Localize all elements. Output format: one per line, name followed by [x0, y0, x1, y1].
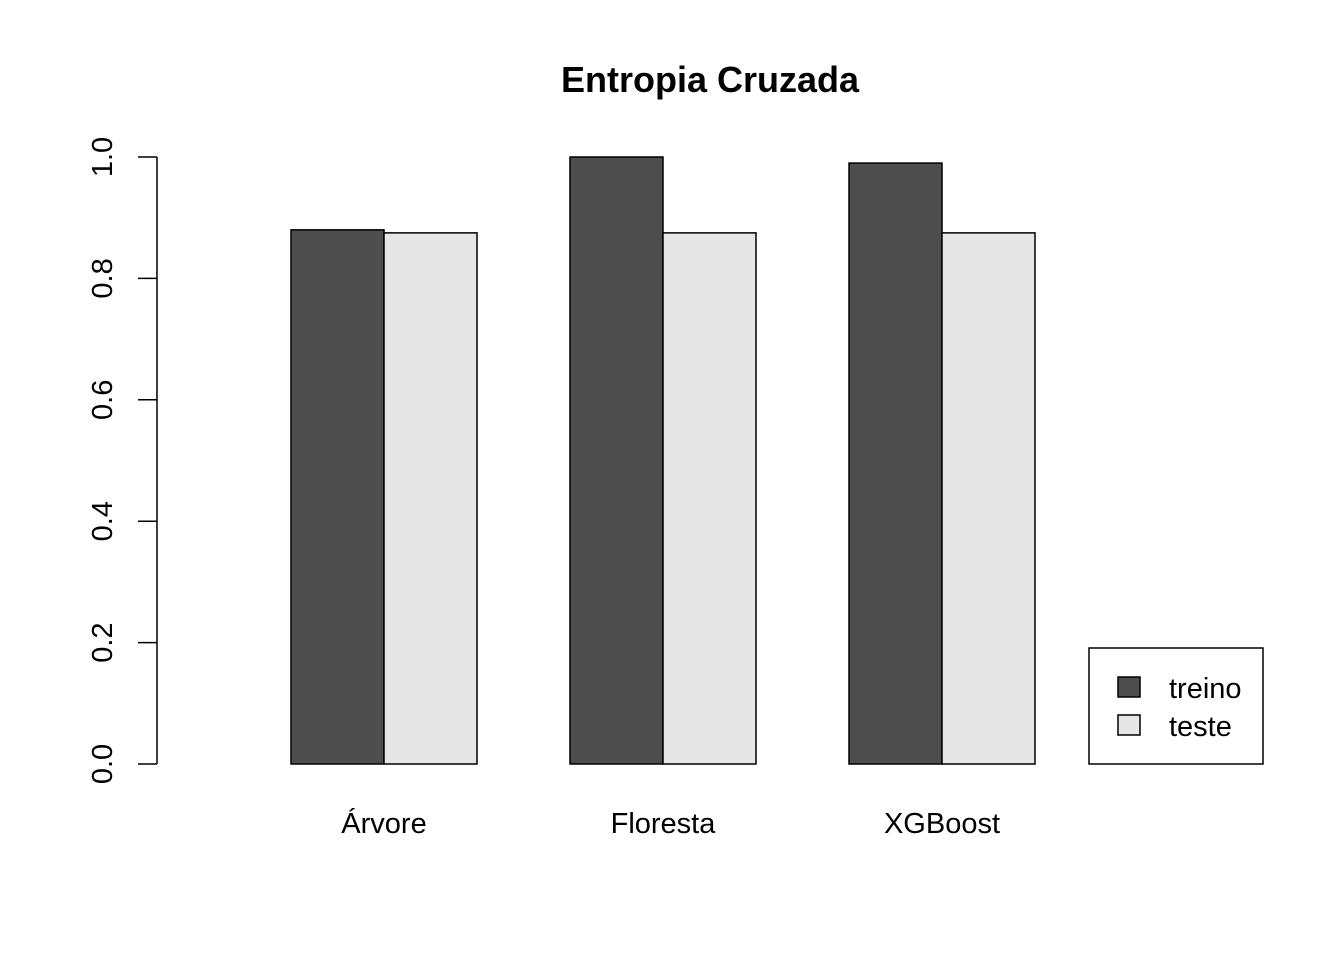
chart-title: Entropia Cruzada	[561, 59, 860, 100]
bars-group	[290, 156, 1036, 765]
bar-treino-2	[848, 162, 943, 765]
y-tick-label: 0.6	[87, 380, 119, 420]
bar-teste-0	[383, 232, 478, 765]
y-tick-label: 0.0	[87, 744, 119, 784]
x-tick-label: XGBoost	[884, 808, 1000, 840]
y-tick-label: 0.2	[87, 622, 119, 662]
legend: treino teste	[1088, 647, 1264, 765]
x-tick-label: Floresta	[611, 808, 717, 840]
bar-treino-0	[290, 229, 385, 765]
legend-swatch-teste	[1117, 714, 1141, 736]
y-axis: 0.0 0.2 0.4 0.6 0.8 1.0	[87, 137, 158, 784]
legend-swatch-treino	[1117, 676, 1141, 698]
legend-label-treino: treino	[1169, 673, 1242, 705]
legend-label-teste: teste	[1169, 711, 1232, 743]
x-tick-label: Árvore	[341, 807, 426, 840]
x-axis-labels: Árvore Floresta XGBoost	[341, 807, 1000, 840]
y-tick-label: 0.8	[87, 258, 119, 298]
bar-treino-1	[569, 156, 664, 765]
bar-teste-1	[662, 232, 757, 765]
y-tick-label: 1.0	[87, 137, 119, 177]
legend-box	[1088, 647, 1264, 765]
bar-teste-2	[941, 232, 1036, 765]
y-tick-label: 0.4	[87, 501, 119, 541]
